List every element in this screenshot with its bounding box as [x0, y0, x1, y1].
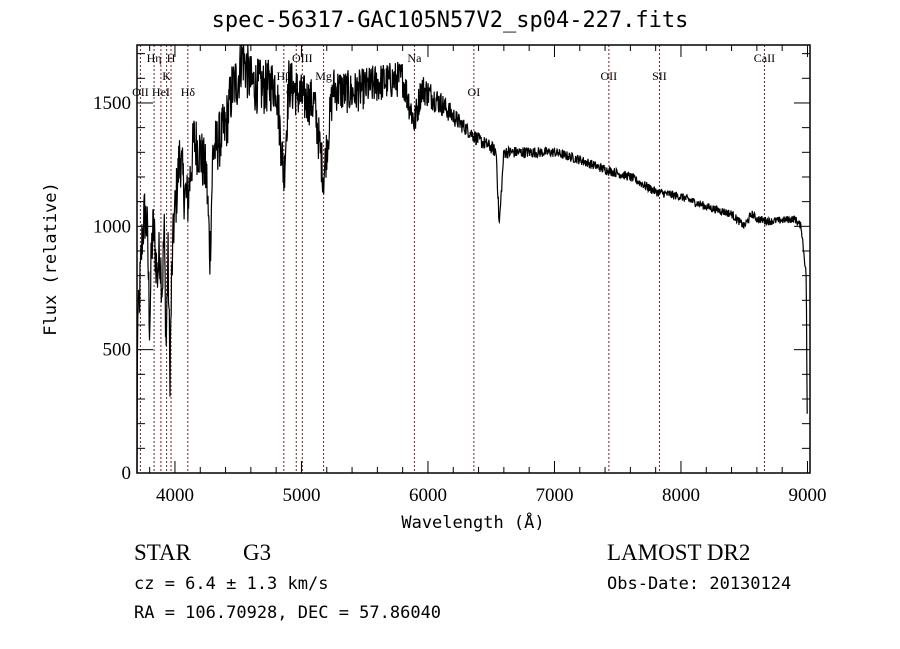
spectral-line-label: OIII: [292, 51, 313, 65]
x-tick-label: 7000: [535, 485, 573, 506]
x-tick-label: 8000: [662, 485, 700, 506]
spectral-line-label: OII: [132, 85, 149, 99]
survey-name: LAMOST DR2: [607, 540, 751, 565]
spectral-line-label: SII: [652, 69, 667, 83]
y-tick-label: 0: [122, 463, 132, 484]
spectral-line-label: Mg: [315, 69, 332, 83]
spectral-line-label: Na: [407, 51, 422, 65]
x-axis-label: Wavelength (Å): [401, 511, 544, 533]
x-tick-label: 9000: [788, 485, 826, 506]
x-tick-label: 4000: [156, 485, 194, 506]
spectral-line-label: OI: [468, 85, 481, 99]
object-subclass: G3: [243, 540, 272, 565]
spectral-line-label: CaII: [754, 51, 775, 65]
y-tick-label: 1500: [93, 93, 131, 114]
spectral-line-label: K: [162, 69, 171, 83]
spectral-line-label: H: [167, 51, 176, 65]
object-class: STAR: [134, 540, 191, 565]
chart-title: spec-56317-GAC105N57V2_sp04-227.fits: [211, 8, 689, 33]
observation-date: Obs-Date: 20130124: [607, 574, 792, 594]
spectrum-line: [136, 44, 808, 474]
spectral-line-label: HeI: [152, 85, 170, 99]
x-tick-label: 5000: [282, 485, 320, 506]
spectral-line-label: Hδ: [181, 85, 196, 99]
spectral-line-label: Hβ: [276, 69, 291, 83]
y-tick-label: 500: [103, 340, 132, 361]
axis-ticks: 4000 5000 6000 7000 8000 9000 0 500 1000 1500: [93, 45, 826, 506]
y-tick-label: 1000: [93, 216, 131, 237]
x-tick-label: 6000: [409, 485, 447, 506]
plot-frame: [136, 44, 811, 474]
ra-dec: RA = 106.70928, DEC = 57.86040: [134, 603, 442, 623]
y-axis-label: Flux (relative): [41, 182, 61, 336]
spectral-line-label: OII: [601, 69, 618, 83]
redshift-cz: cz = 6.4 ± 1.3 km/s: [134, 574, 329, 594]
spectral-line-label: Hη: [147, 51, 162, 65]
